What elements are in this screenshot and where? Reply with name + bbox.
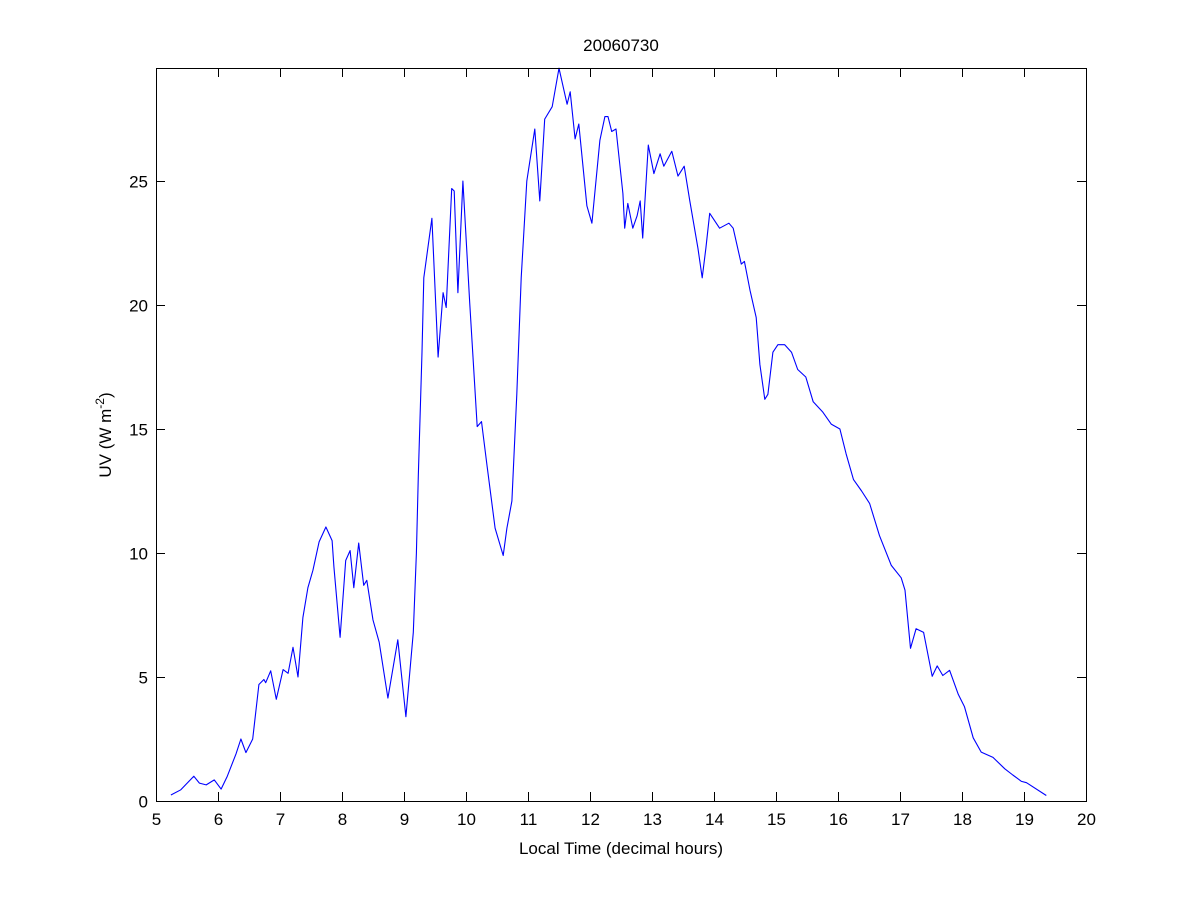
- x-tick-label: 6: [214, 810, 223, 829]
- x-tick-label: 18: [953, 810, 972, 829]
- plot-frame: [156, 68, 1087, 802]
- x-axis-label: Local Time (decimal hours): [519, 839, 723, 858]
- x-tick-label: 10: [457, 810, 476, 829]
- x-tick-label: 13: [643, 810, 662, 829]
- x-tick-label: 19: [1015, 810, 1034, 829]
- y-tick-label: 25: [129, 173, 148, 192]
- x-tick-label: 5: [152, 810, 161, 829]
- chart-title: 20060730: [583, 36, 659, 55]
- y-tick-label: 10: [129, 545, 148, 564]
- plot-background: [156, 68, 1086, 801]
- axis-ticks: [156, 68, 1087, 802]
- y-axis-label: UV (W m-2): [93, 392, 115, 477]
- x-tick-label: 16: [829, 810, 848, 829]
- x-tick-label: 15: [767, 810, 786, 829]
- y-tick-label: 5: [139, 669, 148, 688]
- y-tick-labels: 0 5 10 15 20 25: [129, 173, 148, 812]
- y-tick-label: 20: [129, 297, 148, 316]
- x-tick-label: 17: [891, 810, 910, 829]
- uv-series-line: [170, 67, 1047, 796]
- y-tick-label: 0: [139, 793, 148, 812]
- x-tick-label: 12: [581, 810, 600, 829]
- x-tick-label: 14: [705, 810, 724, 829]
- y-axis-label-superscript: -2: [93, 398, 107, 409]
- y-axis-label-main: UV (W m: [96, 409, 115, 478]
- x-tick-label: 8: [338, 810, 347, 829]
- y-axis-label-close: ): [96, 392, 115, 398]
- x-tick-labels: 5 6 7 8 9 10 11 12 13 14 15 16 17 18 19 20: [152, 810, 1096, 829]
- series-layer: [170, 67, 1047, 796]
- x-tick-label: 7: [276, 810, 285, 829]
- x-tick-label: 9: [400, 810, 409, 829]
- x-tick-label: 11: [520, 810, 538, 829]
- y-tick-label: 15: [129, 421, 148, 440]
- x-tick-label: 20: [1077, 810, 1096, 829]
